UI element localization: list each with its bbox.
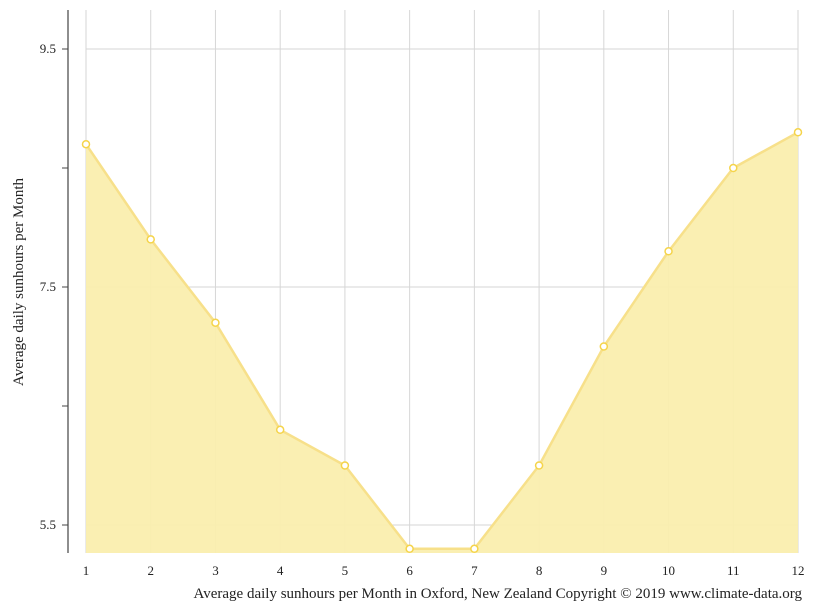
data-point-marker xyxy=(211,318,220,327)
y-tick-label: 5.5 xyxy=(40,517,56,532)
x-axis: 1 2 3 4 5 6 7 8 9 10 11 12 xyxy=(83,563,805,578)
x-tick-label: 12 xyxy=(792,563,805,578)
data-point-marker xyxy=(793,128,803,137)
data-point-marker xyxy=(340,461,350,470)
data-area xyxy=(84,131,799,554)
data-point-marker xyxy=(405,544,414,554)
data-point-marker xyxy=(470,544,479,554)
chart-caption: Average daily sunhours per Month in Oxfo… xyxy=(194,586,803,602)
x-tick-label: 5 xyxy=(342,563,349,578)
x-tick-label: 9 xyxy=(601,563,608,578)
data-point-marker xyxy=(534,461,544,470)
y-axis: 9.5 7.5 5.5 xyxy=(40,10,69,553)
x-tick-label: 11 xyxy=(727,563,740,578)
x-tick-label: 4 xyxy=(277,563,284,578)
x-tick-label: 2 xyxy=(147,563,154,578)
x-tick-label: 1 xyxy=(83,563,90,578)
data-point-marker xyxy=(275,425,285,435)
data-markers xyxy=(81,128,803,554)
x-tick-label: 8 xyxy=(536,563,543,578)
y-tick-label: 7.5 xyxy=(40,279,56,294)
data-point-marker xyxy=(81,139,91,149)
area-fill xyxy=(86,132,798,554)
x-tick-label: 10 xyxy=(662,563,675,578)
data-line xyxy=(84,131,799,551)
x-tick-label: 7 xyxy=(471,563,478,578)
x-tick-label: 6 xyxy=(406,563,413,578)
x-tick-label: 3 xyxy=(212,563,219,578)
data-point-marker xyxy=(729,163,738,173)
y-axis-title: Average daily sunhours per Month xyxy=(11,178,27,387)
data-point-marker xyxy=(146,235,155,244)
y-tick-label: 9.5 xyxy=(40,41,56,56)
data-point-marker xyxy=(664,247,673,256)
data-point-marker xyxy=(599,342,609,351)
